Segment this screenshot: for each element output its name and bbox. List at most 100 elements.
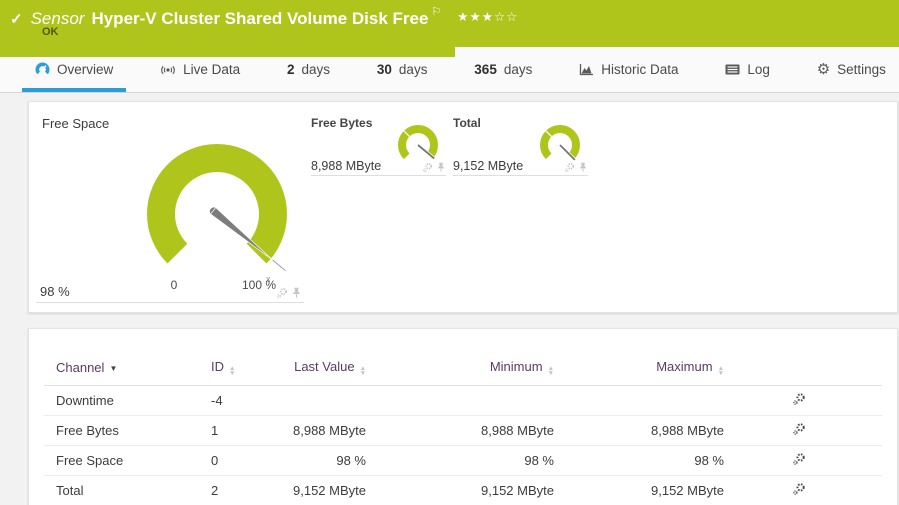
cell-last-value: 8,988 MByte — [284, 415, 384, 446]
header-tab-extension — [0, 47, 455, 57]
gauge-title: Free Bytes — [311, 116, 373, 130]
page-title: Hyper-V Cluster Shared Volume Disk Free — [91, 9, 429, 28]
sensor-status-header: ✓ Sensor Hyper-V Cluster Shared Volume D… — [0, 0, 899, 57]
cell-channel: Downtime — [44, 385, 199, 416]
table-row: Downtime -4 — [44, 385, 882, 416]
column-header-minimum[interactable]: Minimum ▲ ▼ — [384, 355, 576, 386]
star-icon[interactable]: ☆ — [506, 10, 519, 24]
column-header-id[interactable]: ID ▲ ▼ — [199, 355, 284, 386]
channel-settings-gear-icon[interactable] — [792, 452, 806, 466]
sensor-tabbar: Overview Live Data 2 days 30 days 365 da… — [0, 47, 899, 93]
tab-label: days — [503, 62, 533, 77]
tab-number: 30 — [376, 62, 392, 77]
tab-label: Live Data — [183, 62, 241, 77]
cell-id: 0 — [199, 445, 284, 476]
overview-content: Free Space x 0 100 % 98 % — [0, 101, 899, 505]
star-icon[interactable]: ★ — [457, 10, 470, 24]
status-badge: OK — [42, 26, 59, 38]
cell-minimum — [384, 385, 576, 416]
cell-minimum: 9,152 MByte — [384, 475, 576, 505]
cell-id: 1 — [199, 415, 284, 446]
pin-icon[interactable] — [578, 162, 588, 173]
column-header-maximum[interactable]: Maximum ▲ ▼ — [576, 355, 744, 386]
tab-overview[interactable]: Overview — [22, 47, 127, 92]
column-header-settings — [744, 355, 814, 386]
channels-table: Channel ▼ ID ▲ ▼ Last Value ▲ ▼ Minimum ▲ ▼ Max… — [44, 355, 882, 505]
table-header-row: Channel ▼ ID ▲ ▼ Last Value ▲ ▼ Minimum ▲ ▼ Max… — [44, 355, 882, 386]
tab-settings[interactable]: ⚙ Settings — [804, 47, 899, 92]
free-space-gauge: x — [147, 144, 287, 284]
cell-last-value: 9,152 MByte — [284, 475, 384, 505]
free-space-gauge-widget[interactable]: Free Space x 0 100 % 98 % — [34, 110, 306, 303]
gauge-settings-gear-icon[interactable] — [276, 287, 288, 299]
star-icon[interactable]: ★ — [469, 10, 482, 24]
channel-settings-gear-icon[interactable] — [792, 392, 806, 406]
free-bytes-gauge — [398, 125, 438, 161]
gauge-scale-min: 0 — [170, 278, 178, 292]
channel-settings-gear-icon[interactable] — [792, 422, 806, 436]
tab-365-days[interactable]: 365 days — [461, 47, 545, 92]
pin-icon[interactable] — [291, 287, 302, 299]
tab-label: Overview — [57, 62, 114, 77]
live-data-icon — [160, 64, 176, 76]
cell-last-value: 98 % — [284, 445, 384, 476]
sort-icon: ▲ ▼ — [359, 365, 366, 377]
cell-last-value — [284, 385, 384, 416]
cell-channel: Total — [44, 475, 199, 505]
tab-2-days[interactable]: 2 days — [274, 47, 343, 92]
cell-id: 2 — [199, 475, 284, 505]
gauge-value: 9,152 MByte — [453, 159, 524, 173]
tab-label: Historic Data — [601, 62, 679, 77]
pin-icon[interactable] — [436, 162, 446, 173]
gauge-needle — [559, 144, 577, 162]
tab-number: 2 — [287, 62, 295, 77]
tab-30-days[interactable]: 30 days — [364, 47, 441, 92]
star-icon[interactable]: ★ — [481, 10, 494, 24]
gear-icon: ⚙ — [816, 61, 831, 78]
column-header-last-value[interactable]: Last Value ▲ ▼ — [284, 355, 384, 386]
star-icon[interactable]: ☆ — [493, 10, 507, 24]
tab-live-data[interactable]: Live Data — [147, 47, 253, 92]
cell-channel: Free Space — [44, 445, 199, 476]
cell-maximum: 9,152 MByte — [576, 475, 744, 505]
tab-label: days — [398, 62, 428, 77]
tab-label: Settings — [837, 62, 886, 77]
priority-stars[interactable]: ★★★☆☆ — [457, 9, 518, 24]
gauge-settings-gear-icon[interactable] — [422, 162, 433, 173]
gauge-title: Free Space — [42, 116, 110, 131]
tab-number: 365 — [474, 62, 497, 77]
cell-maximum: 8,988 MByte — [576, 415, 744, 446]
total-gauge — [540, 125, 580, 162]
cell-channel: Free Bytes — [44, 415, 199, 446]
gauge-settings-gear-icon[interactable] — [564, 162, 575, 173]
gauge-title: Total — [453, 116, 481, 130]
table-row: Free Space 0 98 % 98 % 98 % — [44, 445, 882, 476]
cell-maximum: 98 % — [576, 445, 744, 476]
gauge-value: 8,988 MByte — [311, 159, 382, 173]
gauge-value: 98 % — [40, 284, 70, 299]
sort-icon: ▲ ▼ — [547, 365, 554, 377]
cell-minimum: 8,988 MByte — [384, 415, 576, 446]
free-bytes-gauge-widget[interactable]: Free Bytes 8,988 MByte — [311, 116, 446, 176]
tab-label: Log — [747, 62, 770, 77]
column-header-channel[interactable]: Channel ▼ — [44, 355, 199, 386]
gauge-scale-max: 100 % — [241, 278, 277, 292]
cell-maximum — [576, 385, 744, 416]
total-gauge-widget[interactable]: Total 9,152 MByte — [453, 116, 588, 176]
table-row: Free Bytes 1 8,988 MByte 8,988 MByte 8,9… — [44, 415, 882, 446]
gauge-icon — [35, 62, 50, 77]
flag-icon[interactable]: ⚐ — [431, 6, 442, 18]
tab-historic-data[interactable]: Historic Data — [566, 47, 691, 92]
log-icon — [725, 64, 740, 75]
gauge-max-marker: x — [266, 274, 271, 284]
sort-icon: ▲ ▼ — [229, 365, 236, 377]
table-row: Total 2 9,152 MByte 9,152 MByte 9,152 MB… — [44, 475, 882, 505]
gauges-panel: Free Space x 0 100 % 98 % — [28, 101, 898, 313]
tab-label: days — [301, 62, 331, 77]
sort-desc-icon: ▼ — [109, 364, 118, 373]
chart-icon — [579, 63, 594, 76]
channel-settings-gear-icon[interactable] — [792, 482, 806, 496]
tab-log[interactable]: Log — [712, 47, 783, 92]
check-icon: ✓ — [10, 11, 23, 28]
cell-minimum: 98 % — [384, 445, 576, 476]
